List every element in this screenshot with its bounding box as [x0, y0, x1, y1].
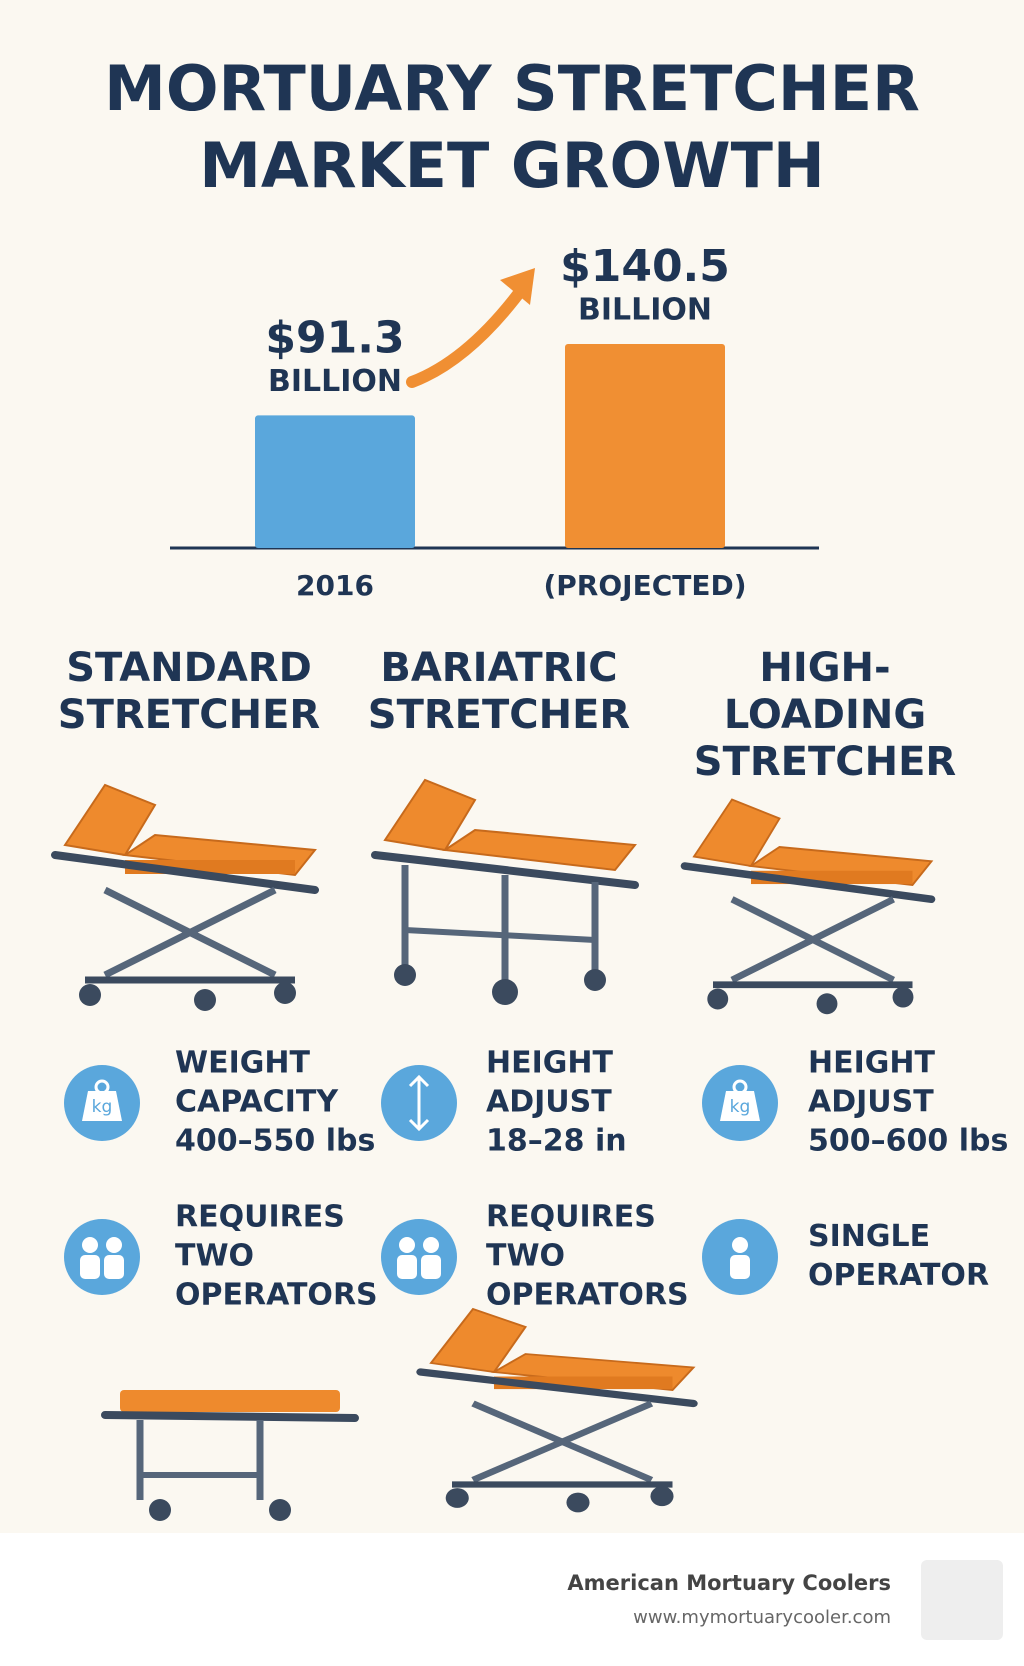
icon-body: [421, 1255, 441, 1279]
icon-text: kg: [92, 1097, 113, 1117]
stretcher-name: STANDARD: [66, 645, 312, 691]
icon-head: [106, 1237, 122, 1253]
icon-weight: [720, 1091, 760, 1121]
feature-text: CAPACITY: [175, 1085, 339, 1120]
icon-head: [732, 1237, 748, 1253]
feature-text: TWO: [486, 1239, 565, 1274]
value-label: $140.5: [560, 241, 730, 292]
feature-text: SINGLE: [808, 1219, 930, 1254]
feature-text: WEIGHT: [175, 1046, 310, 1081]
stretcher-name: STRETCHER: [368, 692, 630, 738]
feature-text: OPERATORS: [175, 1278, 378, 1313]
feature-text: 18–28 in: [486, 1124, 627, 1159]
logo: [921, 1560, 1003, 1640]
icon-head: [423, 1237, 439, 1253]
stretcher-name: HIGH-: [759, 645, 890, 691]
feature-text: ADJUST: [808, 1085, 934, 1120]
icon-circle: [381, 1219, 457, 1295]
feature-text: 400–550 lbs: [175, 1124, 375, 1159]
icon-circle: [64, 1219, 140, 1295]
feature-text: REQUIRES: [175, 1200, 345, 1235]
icon-weight: [82, 1091, 122, 1121]
unit-label: BILLION: [578, 293, 712, 328]
icon-body: [80, 1255, 100, 1279]
icon-head: [399, 1237, 415, 1253]
icon-text: kg: [730, 1097, 751, 1117]
stretcher-name: STRETCHER: [694, 739, 956, 785]
unit-label: BILLION: [268, 364, 402, 399]
icon-body: [397, 1255, 417, 1279]
value-label: $91.3: [265, 312, 404, 363]
icon-arrows: [408, 1074, 430, 1132]
bar: [255, 415, 415, 548]
icon-body: [730, 1255, 750, 1279]
icon-weight-ring: [732, 1079, 748, 1095]
url: www.mymortuarycooler.com: [633, 1607, 891, 1628]
title: MORTUARY STRETCHER: [104, 52, 920, 125]
stretcher-name: STRETCHER: [58, 692, 320, 738]
stretcher-name: LOADING: [724, 692, 926, 738]
feature-text: ADJUST: [486, 1085, 612, 1120]
title: MARKET GROWTH: [199, 129, 825, 202]
feature-text: HEIGHT: [808, 1046, 935, 1081]
feature-text: OPERATORS: [486, 1278, 689, 1313]
icon-head: [82, 1237, 98, 1253]
category-label: 2016: [296, 569, 374, 602]
feature-text: TWO: [175, 1239, 254, 1274]
feature-text: 500–600 lbs: [808, 1124, 1008, 1159]
category-label: (PROJECTED): [543, 569, 746, 602]
feature-text: HEIGHT: [486, 1046, 613, 1081]
company: American Mortuary Coolers: [567, 1571, 891, 1595]
icon-body: [104, 1255, 124, 1279]
feature-text: REQUIRES: [486, 1200, 656, 1235]
stretcher-name: BARIATRIC: [380, 645, 617, 691]
feature-text: OPERATOR: [808, 1258, 989, 1293]
bar: [565, 344, 725, 548]
icon-weight-ring: [94, 1079, 110, 1095]
